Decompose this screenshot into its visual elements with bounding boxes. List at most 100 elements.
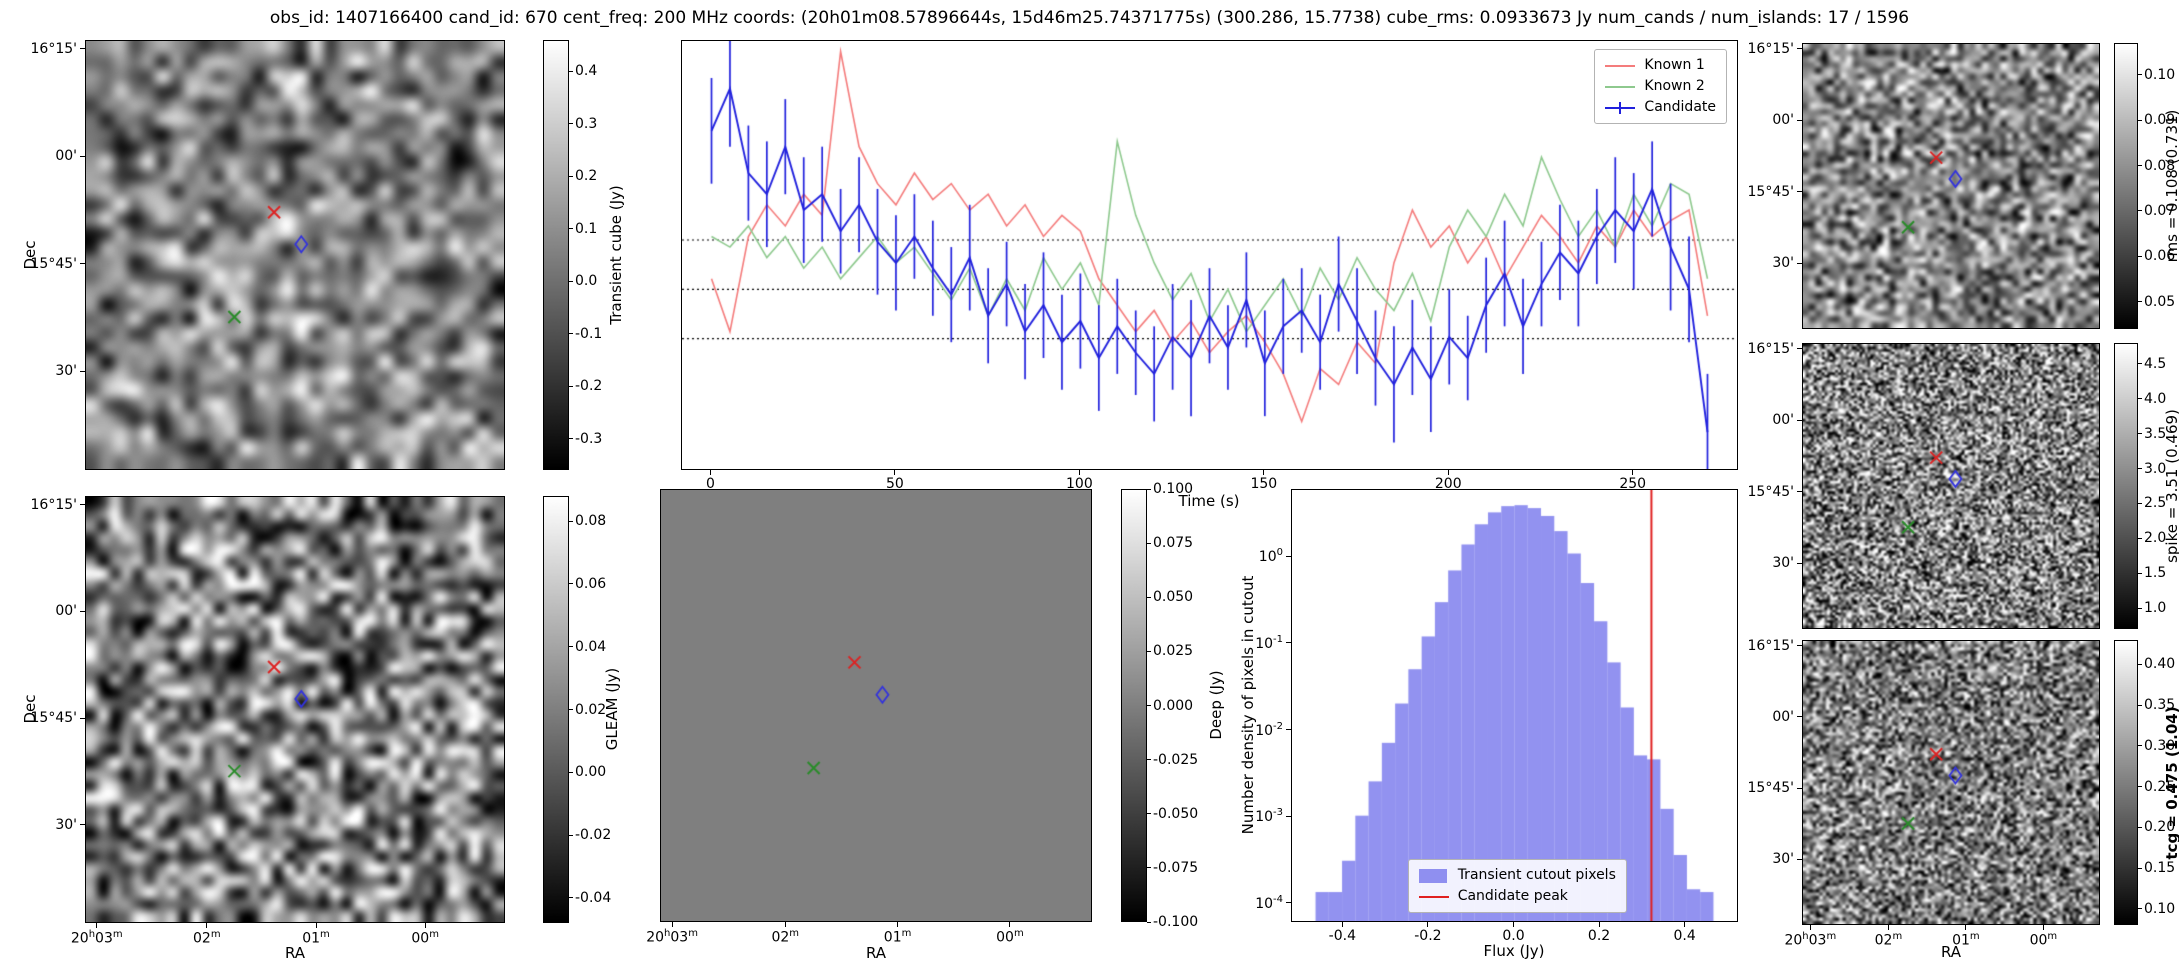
tick-mark <box>424 923 426 928</box>
tick-mark <box>569 709 573 710</box>
tick-mark <box>671 922 673 927</box>
ra-axis-label: RA <box>1940 943 1962 960</box>
dec-tick-label: 00' <box>55 603 77 620</box>
tick-mark <box>2138 786 2142 788</box>
tick-mark <box>1286 902 1291 904</box>
tick-mark <box>569 520 573 522</box>
dec-tick-label: 00' <box>1772 112 1794 129</box>
spike-colorbar-canvas <box>2115 344 2137 628</box>
tick-mark <box>1797 787 1802 789</box>
tick-mark <box>80 263 85 265</box>
flux-tick-label: -0.2 <box>1414 928 1442 944</box>
tick-mark <box>569 834 573 836</box>
tick-mark <box>569 280 573 282</box>
tick-mark <box>80 824 85 826</box>
tick-mark <box>569 771 573 773</box>
colorbar-tick-label: -0.02 <box>575 827 612 844</box>
flux-axis-label: Flux (Jy) <box>1483 942 1545 960</box>
tick-mark <box>1797 262 1802 264</box>
rms-colorbar <box>2114 43 2138 329</box>
known2-line-sample <box>1605 80 1636 94</box>
legend-label: Known 1 <box>1644 57 1705 73</box>
colorbar-tick-label: 2.0 <box>2144 530 2167 547</box>
rms-colorbar-label: rms = 0.108 (0.731) <box>2163 109 2179 263</box>
tick-mark <box>2138 826 2142 828</box>
colorbar-tick-label: 0.100 <box>1153 481 1194 497</box>
colorbar-tick-label: -0.04 <box>575 889 612 906</box>
colorbar-tick-label: 0.050 <box>1153 589 1194 606</box>
tick-mark <box>1797 119 1802 121</box>
colorbar-tick-label: 0.075 <box>1153 535 1194 552</box>
tick-mark <box>1809 925 1811 930</box>
colorbar-tick-label: 0.06 <box>2144 248 2176 265</box>
flux-tick-label: 0.0 <box>1502 928 1525 944</box>
tick-mark <box>569 123 573 125</box>
time-tick-label: 150 <box>1250 476 1278 492</box>
colorbar-tick-label: 0.05 <box>2144 293 2176 310</box>
legend-entry-candidate: Candidate <box>1605 97 1716 118</box>
colorbar-tick-label: 0.1 <box>575 220 598 237</box>
dec-tick-label: 00' <box>1772 412 1794 429</box>
lightcurve-legend: Known 1 Known 2 Candidate <box>1594 49 1727 124</box>
tick-mark <box>1797 858 1802 860</box>
tick-mark <box>1263 470 1265 475</box>
tick-mark <box>1286 642 1291 644</box>
tick-mark <box>569 175 573 177</box>
tick-mark <box>2138 663 2142 665</box>
tick-mark <box>1286 729 1291 731</box>
lightcurve-canvas <box>682 41 1737 469</box>
candidate-errorbar-sample <box>1605 101 1636 115</box>
dec-tick-label: 30' <box>55 363 77 380</box>
tick-mark <box>2138 867 2142 869</box>
tick-mark <box>569 583 573 585</box>
rms-colorbar-canvas <box>2115 44 2137 328</box>
tick-mark <box>96 923 98 928</box>
tick-mark <box>80 48 85 50</box>
tick-mark <box>1427 922 1429 927</box>
histogram-panel: Transient cutout pixels Candidate peak <box>1291 489 1738 922</box>
colorbar-tick-label: 3.5 <box>2144 425 2167 442</box>
gleam-cutout-canvas <box>86 497 504 922</box>
colorbar-tick-label: 0.30 <box>2144 737 2176 754</box>
density-tick-label: 10-1 <box>1255 634 1283 652</box>
tick-mark <box>1147 867 1151 869</box>
tick-mark <box>1286 555 1291 557</box>
tick-mark <box>2138 255 2142 257</box>
tick-mark <box>1147 542 1151 544</box>
ra-tick-label: 00m <box>2029 931 2058 949</box>
dec-tick-label: 16°15' <box>1747 637 1794 654</box>
tick-mark <box>2138 363 2142 365</box>
tick-mark <box>1632 470 1634 475</box>
colorbar-tick-label: 0.2 <box>575 168 598 185</box>
tick-mark <box>2138 572 2142 574</box>
dec-tick-label: 16°15' <box>1747 40 1794 57</box>
tick-mark <box>569 333 573 335</box>
gleam-colorbar <box>543 496 569 923</box>
colorbar-tick-label: 0.3 <box>575 115 598 132</box>
tick-mark <box>1797 716 1802 718</box>
tick-mark <box>1147 813 1151 815</box>
ra-tick-label: 02m <box>771 928 800 946</box>
dec-tick-label: 30' <box>55 816 77 833</box>
colorbar-tick-label: 0.09 <box>2144 112 2176 129</box>
tick-mark <box>1797 491 1802 493</box>
tick-mark <box>1147 650 1151 652</box>
gleam-cutout-panel <box>85 496 505 923</box>
dec-tick-label: 30' <box>1772 255 1794 272</box>
tick-mark <box>2138 398 2142 400</box>
dec-tick-label: 15°45' <box>1747 780 1794 797</box>
ra-tick-label: 01m <box>302 929 330 947</box>
colorbar-tick-label: 2.5 <box>2144 495 2167 512</box>
transient-colorbar-canvas <box>544 41 568 469</box>
dec-tick-label: 16°15' <box>30 40 77 57</box>
tick-mark <box>569 646 573 648</box>
flux-tick-label: 0.2 <box>1587 928 1611 944</box>
colorbar-tick-label: 0.08 <box>575 513 607 530</box>
tick-mark <box>1797 348 1802 350</box>
colorbar-tick-label: 3.0 <box>2144 460 2167 477</box>
colorbar-tick-label: 0.0 <box>575 273 598 290</box>
dec-tick-label: 00' <box>55 148 77 165</box>
colorbar-tick-label: 0.025 <box>1153 643 1194 660</box>
transient-cube-cutout-canvas <box>86 41 504 469</box>
